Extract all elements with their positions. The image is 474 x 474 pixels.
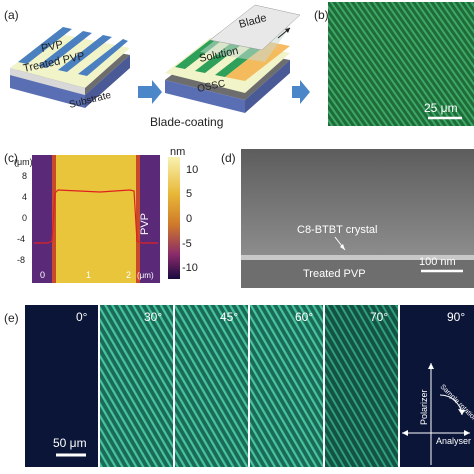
micrograph-60deg bbox=[250, 305, 323, 467]
y-tick-neg8: -8 bbox=[17, 255, 25, 265]
x-tick-0: 0 bbox=[40, 270, 45, 280]
micrograph-0deg bbox=[25, 305, 98, 467]
panel-c: (c) (μm) 8 4 0 -4 -8 0 1 2 (μm) PVP nm 1… bbox=[0, 145, 215, 295]
device-stack-right bbox=[165, 4, 301, 113]
sem-cross-section: C8-BTBT crystal Treated PVP 100 nm bbox=[241, 149, 474, 288]
panel-c-label: (c) bbox=[4, 151, 18, 165]
x-unit-c: (μm) bbox=[137, 271, 154, 280]
panel-a-label: (a) bbox=[4, 8, 19, 22]
optical-image-b: 25 μm bbox=[328, 2, 474, 126]
scale-label-e: 50 μm bbox=[53, 436, 87, 450]
blade-coating-schematic: PVP Treated PVP Substrate Blade Solution… bbox=[10, 4, 310, 129]
y-tick-8: 8 bbox=[22, 171, 27, 181]
y-tick-4: 4 bbox=[22, 192, 27, 202]
treated-pvp-label: Treated PVP bbox=[303, 268, 366, 280]
panel-a: (a) PVP Treated PVP Substrate bbox=[0, 0, 310, 140]
stripes-left bbox=[18, 27, 128, 76]
height-profile bbox=[34, 189, 158, 244]
colorbar-tick-neg5: -5 bbox=[182, 238, 192, 250]
panel-b-label: (b) bbox=[314, 8, 329, 22]
panel-e: (e) 0° 30° 45° 60° 70° 90° bbox=[0, 305, 474, 474]
micrograph-30deg bbox=[100, 305, 173, 467]
angle-30: 30° bbox=[144, 310, 162, 324]
x-tick-1: 1 bbox=[86, 270, 91, 280]
blade-coating-caption: Blade-coating bbox=[150, 115, 223, 129]
panel-d-label: (d) bbox=[221, 151, 236, 165]
angle-70: 70° bbox=[370, 310, 388, 324]
device-stack-left bbox=[10, 27, 130, 108]
micrograph-70deg bbox=[325, 305, 398, 467]
colorbar bbox=[168, 157, 180, 279]
afm-image: (μm) 8 4 0 -4 -8 0 1 2 (μm) PVP nm 10 5 … bbox=[14, 146, 198, 283]
panel-b: (b) 25 μm bbox=[310, 0, 474, 140]
panel-d: (d) C8-BTBT crystal Treated PVP 100 nm bbox=[215, 145, 474, 295]
polarizer-label: Polarizer bbox=[419, 389, 429, 425]
micrograph-90deg bbox=[400, 305, 474, 467]
pvp-side-label: PVP bbox=[139, 213, 151, 235]
scale-label-d: 100 nm bbox=[419, 256, 456, 268]
colorbar-unit: nm bbox=[170, 146, 185, 158]
process-arrow-1 bbox=[138, 80, 162, 104]
colorbar-tick-neg10: -10 bbox=[182, 262, 198, 274]
polarized-micrographs: 0° 30° 45° 60° 70° 90° 50 μm Polarizer A… bbox=[25, 305, 474, 467]
angle-90: 90° bbox=[447, 310, 465, 324]
y-unit-c: (μm) bbox=[14, 157, 33, 167]
y-tick-neg4: -4 bbox=[17, 234, 25, 244]
scale-label-b: 25 μm bbox=[424, 101, 458, 115]
x-tick-2: 2 bbox=[126, 270, 131, 280]
y-tick-0: 0 bbox=[22, 213, 27, 223]
crystal-label: C8-BTBT crystal bbox=[297, 224, 377, 236]
angle-0: 0° bbox=[76, 310, 88, 324]
analyser-label: Analyser bbox=[436, 436, 471, 446]
process-arrow-2 bbox=[292, 80, 310, 104]
colorbar-tick-5: 5 bbox=[186, 188, 192, 200]
angle-60: 60° bbox=[295, 310, 313, 324]
angle-45: 45° bbox=[220, 310, 238, 324]
colorbar-tick-10: 10 bbox=[186, 164, 198, 176]
micrograph-45deg bbox=[175, 305, 248, 467]
panel-e-label: (e) bbox=[4, 311, 19, 325]
layer-pvp: PVP bbox=[40, 39, 64, 55]
colorbar-tick-0: 0 bbox=[186, 213, 192, 225]
